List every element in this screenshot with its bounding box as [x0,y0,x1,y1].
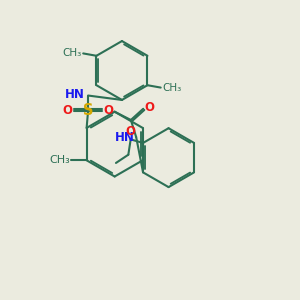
Text: CH₃: CH₃ [162,82,181,93]
Text: CH₃: CH₃ [50,155,70,165]
Text: HN: HN [65,88,85,101]
Text: O: O [103,104,113,117]
Text: CH₃: CH₃ [63,48,82,59]
Text: S: S [83,103,93,118]
Text: O: O [144,101,154,114]
Text: O: O [63,104,73,117]
Text: HN: HN [115,130,134,143]
Text: O: O [126,125,136,138]
